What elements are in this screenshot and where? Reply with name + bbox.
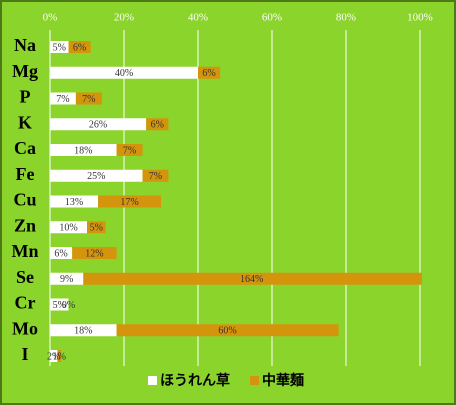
data-label: 17% — [120, 197, 138, 208]
data-label: 12% — [85, 248, 103, 259]
bar-segment — [50, 247, 73, 259]
data-label: 6% — [202, 68, 215, 79]
bar-segment — [50, 144, 117, 156]
bars — [50, 41, 422, 362]
bar-segment — [50, 118, 147, 131]
data-label: 10% — [59, 223, 77, 234]
bar-segment — [75, 92, 102, 105]
x-tick-label: 100% — [407, 12, 433, 24]
category-label: Mn — [12, 241, 39, 261]
bar-segment — [83, 272, 422, 285]
data-label: 7% — [149, 171, 162, 182]
bar-segment — [50, 169, 143, 182]
category-label: Cu — [13, 190, 36, 210]
bar-segment — [57, 350, 62, 362]
bar-segment — [87, 221, 106, 234]
data-label: 25% — [87, 171, 105, 182]
bar-segment — [146, 118, 169, 131]
bar-segment — [50, 195, 99, 208]
category-label: K — [18, 112, 32, 132]
bar-segment — [142, 169, 169, 182]
data-label: 6% — [73, 42, 86, 53]
data-label: 164% — [240, 274, 263, 285]
data-label: 9% — [60, 274, 73, 285]
x-tick-label: 60% — [262, 12, 282, 24]
bar-segment — [72, 247, 117, 259]
data-label: 5% — [53, 42, 66, 53]
bar-segment — [68, 41, 91, 53]
data-label: 7% — [56, 94, 69, 105]
bar-segment — [50, 298, 69, 311]
x-tick-label: 0% — [43, 12, 58, 24]
x-tick-label: 40% — [188, 12, 208, 24]
category-label: Fe — [16, 164, 35, 184]
category-label: Zn — [14, 215, 36, 235]
category-label: Cr — [15, 293, 36, 313]
bar-segment — [50, 272, 84, 285]
category-label: Na — [14, 35, 36, 55]
bar-segment — [50, 324, 117, 337]
data-label: 2% — [47, 351, 60, 362]
category-label: I — [21, 344, 28, 364]
data-label: 26% — [89, 120, 107, 131]
legend-label: ほうれん草 — [160, 372, 230, 389]
legend-label: 中華麺 — [262, 372, 304, 389]
category-label: Ca — [14, 138, 36, 158]
data-label: 40% — [115, 68, 133, 79]
data-label: 18% — [74, 145, 92, 156]
bar-segment — [98, 195, 161, 208]
legend-swatch — [148, 376, 157, 385]
bar-segment — [116, 144, 143, 156]
x-tick-label: 20% — [114, 12, 134, 24]
category-label: Se — [16, 267, 34, 287]
category-label: P — [20, 87, 31, 107]
data-label: 18% — [74, 326, 92, 337]
data-label: 1% — [53, 351, 66, 362]
bar-segment — [50, 350, 58, 362]
data-label: 5% — [53, 300, 66, 311]
category-label: Mg — [12, 61, 38, 81]
data-label: 13% — [65, 197, 83, 208]
category-label: Mo — [12, 318, 38, 338]
data-label: 5% — [90, 223, 103, 234]
data-label: 7% — [123, 145, 136, 156]
data-label: 6% — [54, 248, 67, 259]
bar-segment — [50, 92, 76, 105]
data-label: 60% — [218, 326, 236, 337]
labels: 0% 20% 40% 60% 80% 100% Na 5% 6% Mg 40% 6% P 7% 7% K 26%… — [12, 12, 433, 389]
bar-segment — [198, 66, 221, 79]
data-label: 0% — [62, 300, 75, 311]
bar-segment — [50, 66, 198, 79]
data-label: 7% — [82, 94, 95, 105]
bar-segment — [116, 324, 339, 337]
legend-swatch — [250, 376, 259, 385]
x-tick-label: 80% — [336, 12, 356, 24]
data-label: 6% — [151, 120, 164, 131]
bar-segment — [50, 41, 69, 53]
bar-segment — [50, 221, 87, 234]
